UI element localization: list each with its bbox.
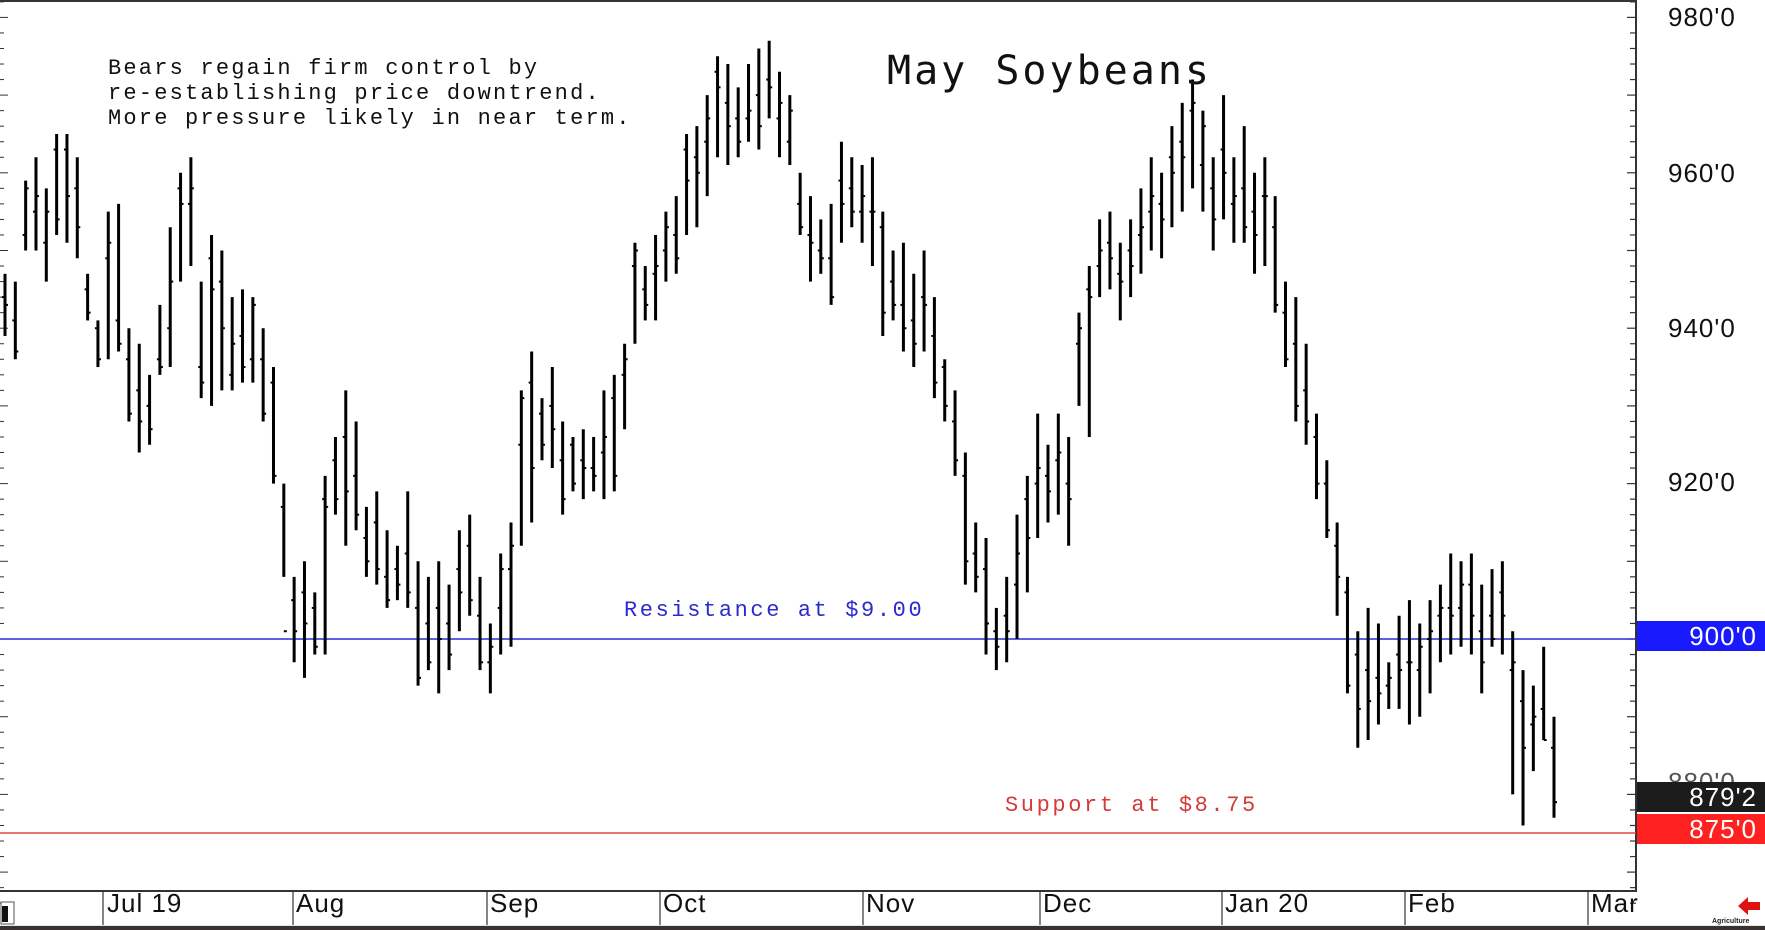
commentary-text: Bears regain firm control by re-establish… <box>108 56 632 131</box>
x-tick-label: Jan 20 <box>1225 888 1310 918</box>
y-axis-ticks <box>0 1 1636 904</box>
y-tick-label: 920'0 <box>1668 467 1736 497</box>
x-tick-label: Sep <box>490 888 540 918</box>
y-tick-label: 980'0 <box>1668 2 1736 32</box>
x-tick-label: Mar <box>1591 888 1639 918</box>
price-bars <box>2 40 1557 826</box>
chart-title: May Soybeans <box>887 48 1212 94</box>
x-tick-label: Jul 19 <box>107 888 183 918</box>
x-tick-label: Aug <box>296 888 346 918</box>
commentary-line-3: More pressure likely in near term. <box>108 106 632 131</box>
y-tick-label: 940'0 <box>1668 313 1736 343</box>
y-tick-label: 960'0 <box>1668 158 1736 188</box>
commentary-line-1: Bears regain firm control by <box>108 56 540 81</box>
resistance-label: Resistance at $9.00 <box>624 598 925 623</box>
resistance-price-tag: 900'0 <box>1637 621 1765 651</box>
commentary-line-2: re-establishing price downtrend. <box>108 81 601 106</box>
last-price-tag: 879'2 <box>1637 782 1765 812</box>
scroll-left-arrow-icon[interactable] <box>1738 897 1760 915</box>
x-tick-label: Feb <box>1408 888 1456 918</box>
x-tick-label: Oct <box>663 888 707 918</box>
bottom-strip <box>0 926 1765 930</box>
brand-label: Agriculture <box>1712 918 1750 925</box>
x-axis-separators <box>102 891 1589 925</box>
scroll-handle-fill <box>2 906 8 922</box>
x-tick-label: Dec <box>1043 888 1093 918</box>
support-label: Support at $8.75 <box>1005 793 1258 818</box>
x-tick-label: Nov <box>866 888 916 918</box>
support-price-tag: 875'0 <box>1637 814 1765 844</box>
